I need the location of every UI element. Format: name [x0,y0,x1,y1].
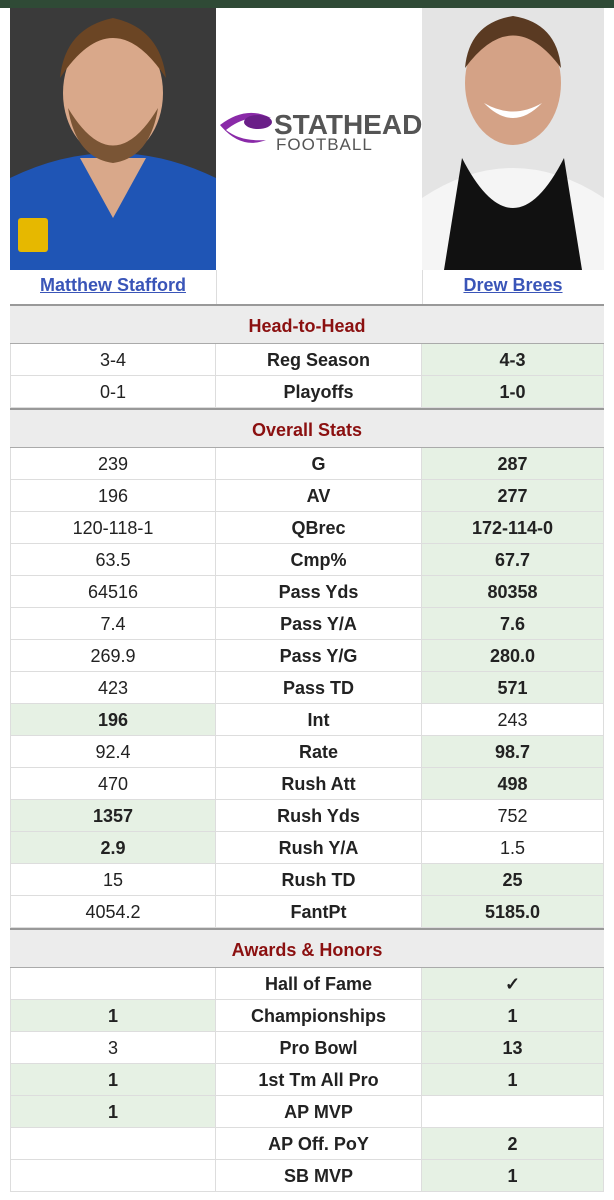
stat-label: AV [216,480,422,512]
stat-value: 423 [10,672,216,704]
stat-value: 4-3 [422,344,604,376]
stat-label: Championships [216,1000,422,1032]
stat-label: Rush Yds [216,800,422,832]
stat-value: 64516 [10,576,216,608]
stat-value [422,1096,604,1128]
stat-value: 120-118-1 [10,512,216,544]
section-header: Awards & Honors [10,928,604,968]
stat-value: 98.7 [422,736,604,768]
stat-value: 1 [422,1000,604,1032]
divider [422,270,423,304]
stat-label: AP Off. PoY [216,1128,422,1160]
player-photo [422,8,604,270]
stat-value: 752 [422,800,604,832]
stat-value: 470 [10,768,216,800]
stat-label: G [216,448,422,480]
stat-value: 1-0 [422,376,604,408]
stat-value: 15 [10,864,216,896]
stat-label: Playoffs [216,376,422,408]
stat-value: 172-114-0 [422,512,604,544]
player-photo [10,8,216,270]
stat-value: 63.5 [10,544,216,576]
stat-value: 239 [10,448,216,480]
stat-label: Reg Season [216,344,422,376]
stat-label: Pro Bowl [216,1032,422,1064]
stat-value: 92.4 [10,736,216,768]
stat-value: 1 [422,1064,604,1096]
stat-label: Pass Yds [216,576,422,608]
stat-value: 277 [422,480,604,512]
stat-value: 1 [422,1160,604,1192]
stat-label: SB MVP [216,1160,422,1192]
stat-label: Pass Y/G [216,640,422,672]
divider [216,270,217,304]
player-link[interactable]: Drew Brees [463,275,563,295]
stat-value: 67.7 [422,544,604,576]
stat-value: 7.6 [422,608,604,640]
stat-value: 196 [10,480,216,512]
stat-value: 571 [422,672,604,704]
stat-value [10,1160,216,1192]
stat-value: 498 [422,768,604,800]
section-header: Overall Stats [10,408,604,448]
stat-value: 196 [10,704,216,736]
stat-value [10,968,216,1000]
stat-value: 269.9 [10,640,216,672]
stat-value: 1 [10,1064,216,1096]
player-link[interactable]: Matthew Stafford [40,275,186,295]
logo-sub: FOOTBALL [276,135,373,154]
stat-label: Rate [216,736,422,768]
stat-label: Hall of Fame [216,968,422,1000]
stat-label: Rush TD [216,864,422,896]
stat-value: 280.0 [422,640,604,672]
stat-value: 287 [422,448,604,480]
stat-value: 3 [10,1032,216,1064]
stat-value [10,1128,216,1160]
stat-value: 13 [422,1032,604,1064]
stat-label: Int [216,704,422,736]
stat-value: 3-4 [10,344,216,376]
stat-label: QBrec [216,512,422,544]
top-bar [0,0,614,8]
stat-label: Cmp% [216,544,422,576]
stat-label: 1st Tm All Pro [216,1064,422,1096]
stat-value: 80358 [422,576,604,608]
stat-label: Rush Att [216,768,422,800]
stat-label: Pass Y/A [216,608,422,640]
stat-value: 1 [10,1000,216,1032]
section-header: Head-to-Head [10,304,604,344]
stat-label: FantPt [216,896,422,928]
stat-value: 5185.0 [422,896,604,928]
stat-value: 243 [422,704,604,736]
stat-label: Pass TD [216,672,422,704]
stat-value: 2.9 [10,832,216,864]
stat-value: 25 [422,864,604,896]
stat-value: 0-1 [10,376,216,408]
logo-brand: STATHEAD [274,109,422,140]
stat-value: 7.4 [10,608,216,640]
stat-value: 4054.2 [10,896,216,928]
stat-value: 1 [10,1096,216,1128]
stat-label: Rush Y/A [216,832,422,864]
logo: STATHEAD FOOTBALL [220,109,422,154]
stat-value: ✓ [422,968,604,1000]
stat-label: AP MVP [216,1096,422,1128]
stat-value: 1.5 [422,832,604,864]
stat-value: 1357 [10,800,216,832]
stat-value: 2 [422,1128,604,1160]
